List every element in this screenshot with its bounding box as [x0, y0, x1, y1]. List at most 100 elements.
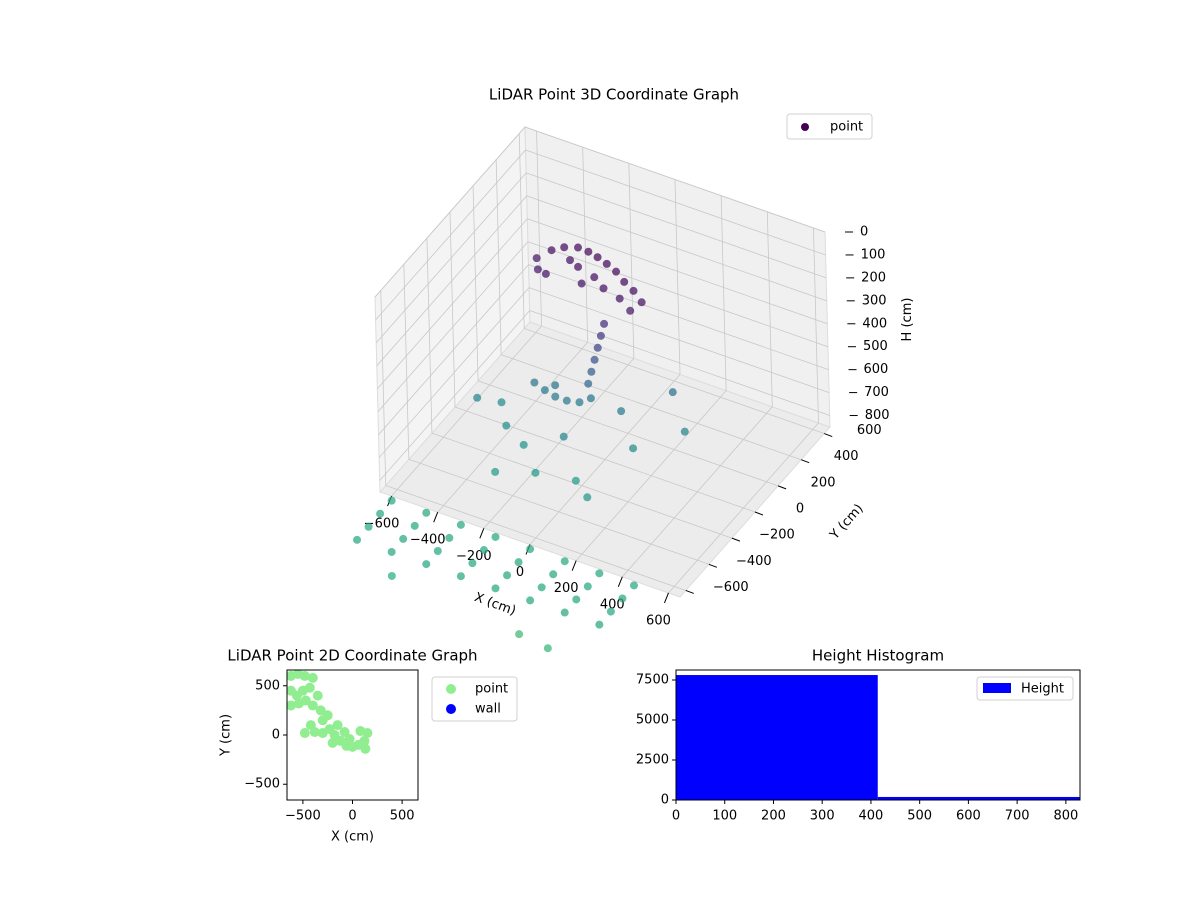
grid-line: [536, 131, 542, 327]
x-tick-label: 400: [600, 597, 625, 612]
grid-line: [408, 458, 709, 565]
x-tick-label: 800: [1053, 809, 1078, 824]
point: [299, 670, 310, 681]
legend-box: [976, 676, 1074, 701]
point: [629, 286, 638, 295]
point: [668, 388, 677, 397]
tick-mark: [800, 459, 810, 464]
point: [422, 560, 431, 569]
point: [595, 620, 604, 629]
point: [531, 468, 540, 477]
grid-line: [403, 264, 410, 460]
point: [307, 672, 318, 683]
grid-line: [426, 238, 433, 434]
grid-line: [477, 380, 779, 487]
point: [322, 710, 333, 721]
y-tick-label: 400: [834, 449, 859, 464]
grid-line: [495, 159, 502, 355]
bar: [877, 796, 1080, 800]
axes-frame: [675, 669, 1081, 801]
grid-line: [813, 227, 819, 423]
tick-mark: [433, 512, 439, 523]
point: [473, 393, 482, 402]
point: [502, 421, 511, 430]
grid-line: [528, 287, 830, 393]
point: [376, 509, 385, 518]
point: [629, 581, 638, 590]
grid-line: [380, 290, 387, 486]
grid-line: [527, 218, 828, 325]
tick-mark: [571, 560, 577, 571]
grid-line: [720, 195, 727, 391]
legend-label: point: [475, 682, 508, 697]
chart: LiDAR Point 3D Coordinate Graph−600−400−…: [353, 86, 915, 653]
grid-line: [628, 163, 635, 359]
point: [468, 559, 477, 568]
point: [583, 493, 592, 502]
point: [615, 294, 624, 303]
tick-mark: [731, 537, 741, 542]
point: [355, 726, 366, 737]
z-tick-label: 300: [862, 293, 887, 308]
y-tick-label: 600: [857, 423, 882, 438]
chart: LiDAR Point 2D Coordinate Graph −500 0 500 −…: [219, 647, 518, 845]
tick-mark: [708, 563, 718, 568]
z-tick-label: 400: [862, 316, 887, 331]
point: [537, 583, 546, 592]
point: [590, 273, 599, 282]
grid-line: [376, 195, 528, 367]
point: [586, 394, 595, 403]
tick-mark: [824, 433, 833, 438]
point: [571, 476, 580, 485]
grid-line: [582, 147, 589, 343]
y-tick-label: 200: [811, 475, 836, 490]
point: [491, 584, 500, 593]
point: [503, 571, 512, 580]
point: [387, 571, 396, 580]
point: [626, 306, 635, 315]
point: [497, 398, 506, 407]
x-tick-label: 500: [390, 809, 415, 824]
x-tick-label: −400: [410, 533, 446, 548]
point: [612, 267, 621, 276]
z-tick-label: 100: [861, 247, 886, 262]
point: [680, 427, 689, 436]
x-axis-label: X (cm): [331, 830, 374, 845]
y-tick-label: 0: [796, 502, 804, 517]
point: [560, 557, 569, 566]
point: [309, 727, 320, 738]
point: [595, 569, 604, 578]
legend-marker: [446, 684, 456, 694]
point: [593, 253, 602, 262]
point: [551, 392, 560, 401]
point: [566, 256, 575, 265]
z-tick-label: 600: [864, 362, 889, 377]
chart-title: LiDAR Point 2D Coordinate Graph: [227, 647, 477, 665]
grid-line: [526, 195, 827, 302]
point: [360, 743, 371, 754]
tick-mark: [663, 592, 669, 604]
point: [574, 243, 583, 252]
tick-mark: [479, 528, 485, 539]
y-tick-label: −400: [736, 554, 772, 569]
point: [584, 379, 593, 388]
z-tick-label: 500: [863, 339, 888, 354]
legend-marker: [446, 704, 456, 714]
tick-mark: [685, 589, 694, 594]
grid-line: [375, 149, 526, 321]
point: [583, 582, 592, 591]
grid-line: [674, 179, 681, 375]
point: [304, 682, 315, 693]
grid-line: [375, 172, 527, 344]
point: [574, 262, 583, 271]
legend-marker: [801, 123, 809, 131]
grid-line: [527, 241, 829, 348]
x-tick-label: 0: [348, 809, 356, 824]
point: [491, 532, 500, 541]
chart: Height Histogram 0 100 200 300 400 500 600 700 80…: [636, 647, 1081, 824]
point: [307, 700, 318, 711]
z-axis-label: H (cm): [900, 298, 915, 342]
grid-line: [431, 432, 733, 539]
grid-line: [377, 218, 528, 390]
grid-line: [518, 133, 525, 329]
